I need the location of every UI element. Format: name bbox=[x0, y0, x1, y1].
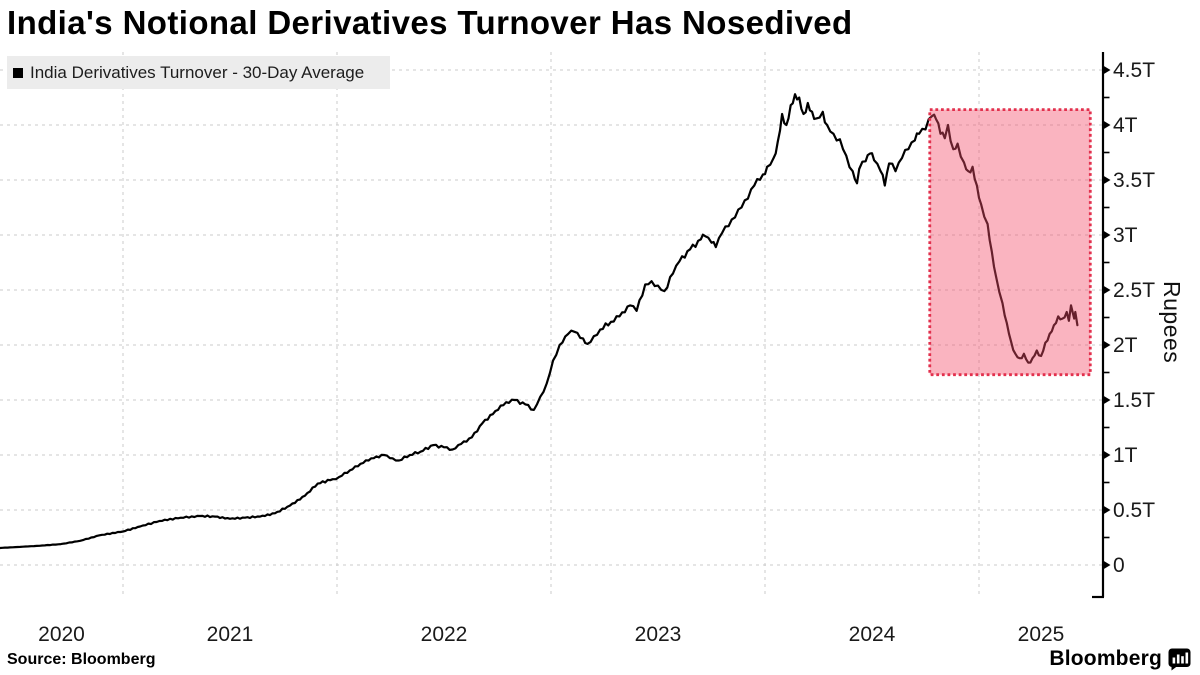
y-tick-label: 3.5T bbox=[1113, 169, 1155, 192]
y-tick-label: 2.5T bbox=[1113, 279, 1155, 302]
highlight-region-fill bbox=[929, 109, 1091, 375]
chart-title: India's Notional Derivatives Turnover Ha… bbox=[7, 4, 853, 41]
y-major-tick bbox=[1103, 505, 1111, 515]
y-tick-label: 4T bbox=[1113, 114, 1138, 137]
bloomberg-logo-icon bbox=[1168, 648, 1191, 670]
x-tick-label: 2023 bbox=[635, 623, 682, 646]
x-tick-label: 2020 bbox=[38, 623, 85, 646]
x-tick-label: 2021 bbox=[207, 623, 254, 646]
y-major-tick bbox=[1103, 175, 1111, 185]
x-tick-label: 2024 bbox=[849, 623, 896, 646]
bloomberg-wordmark: Bloomberg bbox=[1049, 647, 1162, 670]
legend-label: India Derivatives Turnover - 30-Day Aver… bbox=[30, 62, 365, 82]
y-axis-unit-label: Rupees bbox=[1159, 281, 1185, 364]
y-tick-label: 1.5T bbox=[1113, 389, 1155, 412]
y-tick-label: 0.5T bbox=[1113, 499, 1155, 522]
y-major-tick bbox=[1103, 340, 1111, 350]
legend-swatch-icon bbox=[13, 67, 23, 78]
y-tick-label: 1T bbox=[1113, 444, 1138, 467]
y-tick-label: 3T bbox=[1113, 224, 1138, 247]
legend: India Derivatives Turnover - 30-Day Aver… bbox=[7, 56, 391, 89]
y-tick-label: 0 bbox=[1113, 554, 1125, 577]
x-tick-label: 2025 bbox=[1018, 623, 1065, 646]
y-tick-label: 2T bbox=[1113, 334, 1138, 357]
y-tick-label: 4.5T bbox=[1113, 59, 1155, 82]
y-major-tick bbox=[1103, 120, 1111, 130]
y-major-tick bbox=[1103, 560, 1111, 570]
y-major-tick bbox=[1103, 65, 1111, 75]
x-tick-label: 2022 bbox=[421, 623, 468, 646]
turnover-line bbox=[0, 93, 1079, 550]
highlight-region-border bbox=[928, 108, 1092, 377]
brand: Bloomberg bbox=[1049, 647, 1192, 671]
y-major-tick bbox=[1103, 285, 1111, 295]
y-major-tick bbox=[1103, 395, 1111, 405]
source-note: Source: Bloomberg bbox=[7, 651, 156, 668]
y-major-tick bbox=[1103, 230, 1111, 240]
y-major-tick bbox=[1103, 450, 1111, 460]
